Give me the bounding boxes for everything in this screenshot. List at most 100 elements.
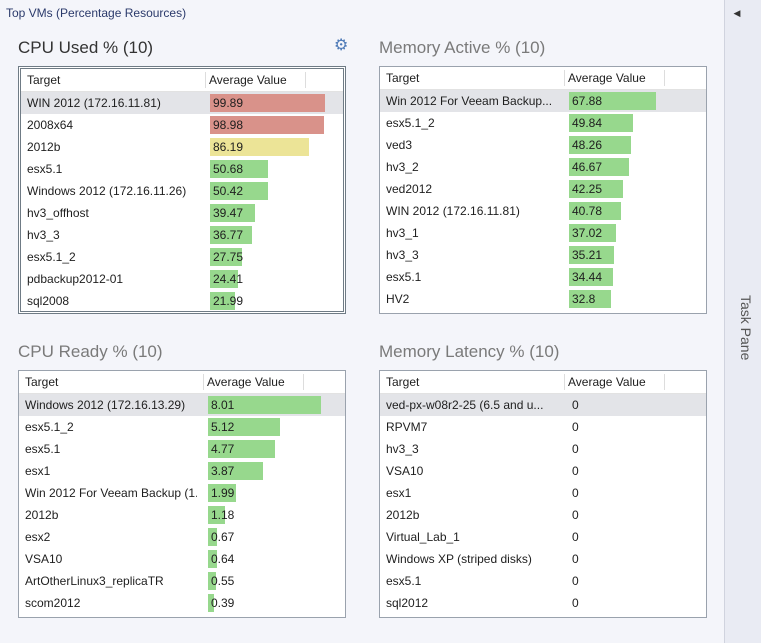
table-row[interactable]: 2012b 0: [380, 504, 706, 526]
row-average-value: 21.99: [213, 294, 244, 308]
row-target: esx5.1: [386, 270, 422, 284]
row-target: hv3_3: [386, 248, 419, 262]
row-average-value: 3.87: [211, 464, 235, 478]
row-target: ArtOtherLinux3_replicaTR: [25, 574, 164, 588]
row-target: sql2008: [27, 294, 70, 308]
table-row[interactable]: ved-px-w08r2-25 (6.5 and u... 0: [380, 394, 706, 416]
table-row[interactable]: RPVM7 0: [380, 416, 706, 438]
collapse-arrow-icon[interactable]: ◀: [733, 8, 741, 18]
table-row[interactable]: pdbackup2012-01 24.41: [21, 268, 343, 290]
row-average-value: 0: [572, 530, 579, 544]
table-row[interactable]: esx5.1 0: [380, 570, 706, 592]
column-header-target[interactable]: Target: [27, 73, 61, 87]
table-row[interactable]: Windows XP (striped disks) 0: [380, 548, 706, 570]
cpu-used-grid[interactable]: Target Average Value WIN 2012 (172.16.11…: [18, 66, 346, 314]
table-row[interactable]: esx5.1 50.68: [21, 158, 343, 180]
row-target: 2012b: [25, 508, 59, 522]
row-target: esx5.1_2: [386, 116, 435, 130]
row-target: Windows 2012 (172.16.11.26): [27, 184, 187, 198]
value-bar: [569, 246, 614, 264]
table-row[interactable]: VSA10 0: [380, 460, 706, 482]
row-target: hv3_offhost: [27, 206, 89, 220]
row-average-value: 0.39: [211, 596, 235, 610]
value-bar: [208, 594, 214, 612]
value-bar: [208, 572, 216, 590]
table-row[interactable]: hv3_3 36.77: [21, 224, 343, 246]
row-target: sql2012: [386, 596, 429, 610]
table-row[interactable]: scom2012 0.39: [19, 592, 345, 614]
row-average-value: 50.42: [213, 184, 244, 198]
row-target: Win 2012 For Veeam Backup...: [386, 94, 553, 108]
row-average-value: 1.99: [211, 486, 235, 500]
table-row[interactable]: esx5.1 34.44: [380, 266, 706, 288]
table-row[interactable]: Windows 2012 (172.16.11.26) 50.42: [21, 180, 343, 202]
column-header-average-value[interactable]: Average Value: [209, 73, 287, 87]
row-average-value: 0.55: [211, 574, 235, 588]
column-header-average-value[interactable]: Average Value: [207, 375, 285, 389]
row-target: hv3_3: [386, 442, 419, 456]
table-row[interactable]: Virtual_Lab_1 0: [380, 526, 706, 548]
row-target: ved-px-w08r2-25 (6.5 and u...: [386, 398, 544, 412]
table-row[interactable]: sql2008 21.99: [21, 290, 343, 311]
row-average-value: 67.88: [572, 94, 603, 108]
table-row[interactable]: hv3_2 46.67: [380, 156, 706, 178]
table-row[interactable]: VSA10 0.64: [19, 548, 345, 570]
row-target: esx1: [386, 486, 412, 500]
column-header-target[interactable]: Target: [386, 375, 420, 389]
table-row[interactable]: WIN 2012 (172.16.11.81) 99.89: [21, 92, 343, 114]
value-bar: [569, 268, 613, 286]
row-average-value: 5.12: [211, 420, 235, 434]
table-row[interactable]: ved2012 42.25: [380, 178, 706, 200]
value-bar: [208, 528, 217, 546]
table-row[interactable]: Win 2012 For Veeam Backup... 67.88: [380, 90, 706, 112]
table-row[interactable]: hv3_offhost 39.47: [21, 202, 343, 224]
column-header-average-value[interactable]: Average Value: [568, 71, 646, 85]
table-row[interactable]: esx1 0: [380, 482, 706, 504]
memory-latency-grid[interactable]: Target Average Value ved-px-w08r2-25 (6.…: [379, 370, 707, 618]
table-row[interactable]: hv3_3 35.21: [380, 244, 706, 266]
row-target: Windows 2012 (172.16.13.29): [25, 398, 186, 412]
table-row[interactable]: esx5.1_2 49.84: [380, 112, 706, 134]
table-row[interactable]: 2012b 86.19: [21, 136, 343, 158]
table-row[interactable]: Win 2012 For Veeam Backup (1... 1.99: [19, 482, 345, 504]
cpu-used-title: CPU Used % (10): [18, 38, 154, 57]
row-average-value: 86.19: [213, 140, 244, 154]
row-average-value: 35.21: [572, 248, 603, 262]
table-row[interactable]: Windows 2012 (172.16.13.29) 8.01: [19, 394, 345, 416]
table-row[interactable]: WIN 2012 (172.16.11.81) 40.78: [380, 200, 706, 222]
value-bar: [210, 270, 238, 288]
table-row[interactable]: 2012b 1.18: [19, 504, 345, 526]
row-target: WIN 2012 (172.16.11.81): [386, 204, 520, 218]
column-header-target[interactable]: Target: [386, 71, 420, 85]
cpu-ready-grid[interactable]: Target Average Value Windows 2012 (172.1…: [18, 370, 346, 618]
value-bar: [210, 160, 268, 178]
table-row[interactable]: esx5.1 4.77: [19, 438, 345, 460]
grid-header: Target Average Value: [380, 67, 706, 90]
table-row[interactable]: hv3_3 0: [380, 438, 706, 460]
value-bar: [569, 290, 611, 308]
table-row[interactable]: 2008x64 98.98: [21, 114, 343, 136]
table-row[interactable]: esx1 3.87: [19, 460, 345, 482]
column-header-average-value[interactable]: Average Value: [568, 375, 646, 389]
table-row[interactable]: sql2012 0: [380, 592, 706, 614]
row-average-value: 50.68: [213, 162, 244, 176]
memory-active-title: Memory Active % (10): [379, 38, 546, 57]
table-row[interactable]: esx5.1_2 27.75: [21, 246, 343, 268]
table-row[interactable]: HV2 32.8: [380, 288, 706, 310]
row-target: scom2012: [25, 596, 81, 610]
column-header-target[interactable]: Target: [25, 375, 59, 389]
table-row[interactable]: hv3_1 37.02: [380, 222, 706, 244]
table-row[interactable]: ved3 48.26: [380, 134, 706, 156]
row-target: HV2: [386, 292, 410, 306]
table-row[interactable]: esx2 0.67: [19, 526, 345, 548]
gear-icon[interactable]: ⚙: [334, 37, 349, 54]
value-bar: [210, 226, 252, 244]
memory-active-grid[interactable]: Target Average Value Win 2012 For Veeam …: [379, 66, 707, 314]
task-pane[interactable]: ◀ Task Pane: [724, 0, 761, 643]
value-bar: [210, 248, 242, 266]
row-average-value: 0: [572, 464, 579, 478]
table-row[interactable]: esx5.1_2 5.12: [19, 416, 345, 438]
table-row[interactable]: ArtOtherLinux3_replicaTR 0.55: [19, 570, 345, 592]
row-target: esx5.1: [386, 574, 422, 588]
row-average-value: 24.41: [213, 272, 244, 286]
